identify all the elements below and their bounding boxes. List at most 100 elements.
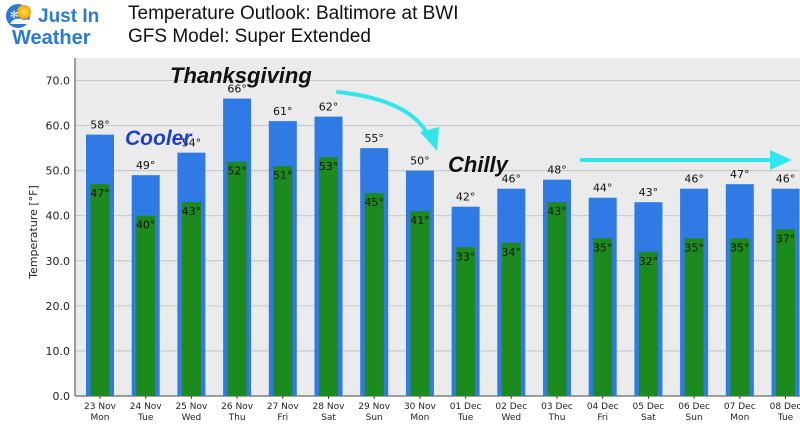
x-tick-date: 04 Dec — [587, 402, 619, 412]
low-temp-bar — [181, 202, 201, 396]
low-temp-label: 40° — [136, 219, 156, 232]
annotation-thanksgiving: Thanksgiving — [170, 63, 312, 88]
logo-line2: Weather — [12, 27, 91, 48]
sun-snow-icon: ✻ — [6, 4, 32, 28]
x-tick-date: 28 Nov — [313, 402, 346, 412]
annotation-chilly: Chilly — [448, 152, 510, 177]
high-temp-label: 61° — [273, 105, 293, 118]
chart-subtitle: GFS Model: Super Extended — [128, 26, 371, 47]
low-temp-label: 53° — [319, 160, 339, 173]
low-temp-label: 52° — [227, 165, 247, 178]
svg-text:✻: ✻ — [10, 10, 18, 21]
low-temp-bar — [684, 238, 704, 396]
curved-arrow — [336, 90, 430, 137]
low-temp-bar — [501, 242, 521, 396]
x-tick-date: 26 Nov — [221, 402, 254, 412]
high-temp-label: 46° — [776, 173, 796, 186]
x-tick-date: 07 Dec — [724, 402, 756, 412]
low-temp-label: 43° — [547, 205, 567, 218]
x-tick-date: 27 Nov — [267, 402, 300, 412]
low-temp-bar — [90, 184, 110, 396]
annotation-cooler: Cooler — [125, 127, 193, 150]
low-temp-bar — [593, 238, 613, 396]
low-temp-label: 47° — [90, 187, 110, 200]
low-temp-label: 33° — [456, 250, 476, 263]
low-temp-label: 45° — [364, 196, 384, 209]
x-tick-day: Mon — [730, 413, 749, 423]
high-temp-label: 62° — [319, 101, 339, 114]
high-temp-label: 54° — [182, 137, 202, 150]
y-tick-label: 70.0 — [46, 75, 71, 88]
straight-arrow-head — [770, 150, 792, 170]
x-tick-date: 08 Dec — [770, 402, 800, 412]
x-tick-date: 25 Nov — [175, 402, 208, 412]
logo: ✻ Just In Weather — [6, 4, 99, 48]
x-tick-date: 29 Nov — [358, 402, 391, 412]
x-tick-day: Fri — [277, 413, 288, 423]
y-tick-label: 0.0 — [53, 390, 71, 403]
low-temp-bar — [456, 247, 476, 396]
header: ✻ Just In Weather Temperature Outlook: B… — [0, 0, 800, 52]
low-temp-bar — [730, 238, 750, 396]
high-temp-label: 46° — [684, 173, 704, 186]
high-temp-label: 43° — [639, 186, 659, 199]
y-tick-label: 40.0 — [46, 210, 71, 223]
x-tick-day: Sun — [366, 413, 383, 423]
low-temp-label: 51° — [273, 169, 293, 182]
logo-line1: Just In — [38, 6, 99, 27]
curved-arrow-head — [420, 127, 439, 151]
x-tick-date: 06 Dec — [678, 402, 710, 412]
low-temp-bar — [273, 166, 293, 396]
low-temp-bar — [410, 211, 430, 396]
x-tick-day: Mon — [410, 413, 429, 423]
x-tick-day: Sat — [321, 413, 336, 423]
y-tick-label: 50.0 — [46, 165, 71, 178]
chart-title: Temperature Outlook: Baltimore at BWI — [128, 3, 459, 24]
low-temp-label: 35° — [730, 241, 750, 254]
low-temp-label: 41° — [410, 214, 430, 227]
x-tick-day: Wed — [501, 413, 521, 423]
y-axis-label: Temperature [°F] — [27, 185, 40, 280]
x-tick-date: 03 Dec — [541, 402, 573, 412]
low-temp-label: 34° — [502, 246, 522, 259]
high-temp-label: 47° — [730, 168, 750, 181]
x-tick-day: Thu — [548, 413, 566, 423]
x-tick-date: 23 Nov — [84, 402, 117, 412]
y-tick-label: 30.0 — [46, 255, 71, 268]
high-temp-label: 58° — [90, 119, 110, 132]
low-temp-bar — [638, 251, 658, 396]
high-temp-label: 44° — [593, 182, 613, 195]
low-temp-bar — [776, 229, 795, 396]
high-temp-label: 55° — [364, 132, 384, 145]
x-tick-day: Tue — [777, 413, 794, 423]
x-tick-day: Tue — [457, 413, 474, 423]
x-tick-date: 30 Nov — [404, 402, 437, 412]
x-tick-date: 24 Nov — [130, 402, 163, 412]
x-tick-date: 05 Dec — [633, 402, 665, 412]
low-temp-bar — [227, 161, 247, 396]
x-tick-day: Tue — [137, 413, 154, 423]
y-tick-label: 20.0 — [46, 300, 71, 313]
high-temp-label: 46° — [502, 173, 522, 186]
high-temp-label: 50° — [410, 155, 430, 168]
y-tick-label: 10.0 — [46, 345, 71, 358]
x-tick-day: Sun — [686, 413, 703, 423]
low-temp-bar — [136, 215, 156, 396]
y-tick-label: 60.0 — [46, 120, 71, 133]
x-tick-date: 02 Dec — [495, 402, 527, 412]
x-tick-date: 01 Dec — [450, 402, 482, 412]
high-temp-label: 48° — [547, 164, 567, 177]
x-tick-day: Sat — [641, 413, 656, 423]
x-tick-day: Fri — [597, 413, 608, 423]
high-temp-label: 66° — [227, 83, 247, 96]
x-tick-day: Wed — [182, 413, 202, 423]
x-tick-day: Thu — [228, 413, 246, 423]
low-temp-bar — [319, 157, 338, 396]
low-temp-bar — [547, 202, 567, 396]
high-temp-label: 42° — [456, 191, 476, 204]
low-temp-label: 37° — [776, 232, 796, 245]
x-tick-day: Mon — [91, 413, 110, 423]
low-temp-label: 35° — [684, 241, 704, 254]
